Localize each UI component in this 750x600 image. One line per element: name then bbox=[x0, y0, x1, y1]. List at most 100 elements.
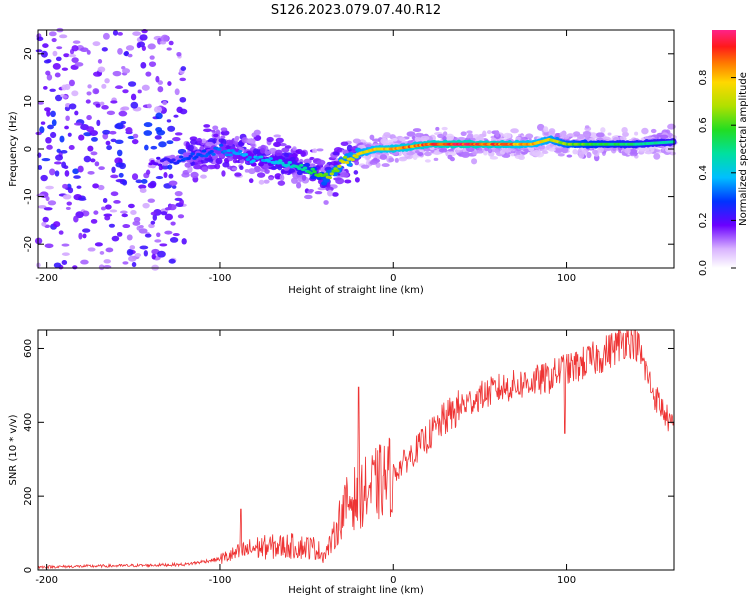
heatmap-x-tick-label: 100 bbox=[557, 273, 576, 284]
heatmap-cell bbox=[292, 146, 297, 151]
heatmap-cell bbox=[303, 158, 312, 165]
heatmap-cell bbox=[71, 57, 79, 64]
heatmap-cell bbox=[173, 114, 179, 118]
heatmap-cell bbox=[35, 49, 43, 53]
heatmap-ridge-peak bbox=[148, 162, 153, 166]
snr-frame bbox=[37, 329, 675, 571]
heatmap-ridge-peak bbox=[211, 152, 216, 156]
heatmap-cell bbox=[225, 139, 234, 145]
heatmap-cell bbox=[258, 179, 265, 185]
heatmap-cell bbox=[268, 176, 274, 181]
heatmap-cell bbox=[187, 144, 194, 152]
colorbar-tick-label: 0.6 bbox=[698, 117, 709, 133]
heatmap-cell bbox=[92, 183, 99, 189]
heatmap-cell bbox=[174, 88, 180, 96]
heatmap-cell bbox=[572, 149, 578, 155]
heatmap-cell bbox=[131, 262, 137, 268]
heatmap-cell bbox=[543, 126, 549, 133]
heatmap-cell bbox=[212, 125, 219, 130]
heatmap-cell bbox=[104, 204, 112, 210]
heatmap-cell bbox=[72, 265, 78, 270]
heatmap-cell bbox=[71, 90, 79, 97]
heatmap-cell bbox=[248, 168, 256, 175]
heatmap-cell bbox=[63, 165, 69, 170]
heatmap-cell bbox=[510, 128, 517, 133]
heatmap-cell bbox=[557, 153, 565, 157]
heatmap-cell bbox=[52, 63, 61, 70]
heatmap-cell bbox=[659, 134, 669, 139]
heatmap-cell bbox=[340, 141, 349, 146]
heatmap-cell bbox=[98, 264, 105, 271]
heatmap-cell bbox=[131, 138, 139, 145]
heatmap-cell bbox=[239, 158, 245, 164]
colorbar-tick-label: 0.0 bbox=[698, 260, 709, 276]
heatmap-cell bbox=[168, 258, 176, 264]
heatmap-cell bbox=[45, 185, 54, 190]
heatmap-ridge-peak bbox=[340, 160, 346, 164]
heatmap-cell bbox=[60, 149, 68, 154]
heatmap-cell bbox=[49, 168, 56, 176]
heatmap-cell bbox=[172, 136, 181, 142]
heatmap-cell bbox=[166, 47, 172, 51]
heatmap-cell bbox=[110, 191, 119, 197]
figure-title: S126.2023.079.07.40.R12 bbox=[271, 3, 441, 18]
heatmap-cell bbox=[95, 103, 101, 108]
heatmap-cell bbox=[86, 126, 95, 133]
heatmap-cell bbox=[200, 174, 207, 179]
heatmap-cell bbox=[68, 53, 77, 58]
heatmap-cell bbox=[438, 148, 448, 153]
heatmap-cell bbox=[126, 248, 134, 256]
heatmap-cell bbox=[123, 51, 129, 56]
heatmap-cell bbox=[156, 232, 161, 238]
heatmap-cell bbox=[37, 101, 44, 105]
heatmap-cell bbox=[61, 243, 70, 247]
heatmap-cell bbox=[259, 147, 266, 154]
colorbar-tick-label: 0.8 bbox=[698, 70, 709, 86]
heatmap-cell bbox=[116, 149, 123, 157]
heatmap-cell bbox=[86, 49, 91, 55]
heatmap-ridge-peak bbox=[217, 147, 222, 151]
heatmap-cell bbox=[87, 145, 94, 152]
heatmap-cell bbox=[273, 141, 282, 148]
heatmap-cell bbox=[181, 238, 187, 245]
heatmap-ridge-peak bbox=[278, 159, 283, 163]
heatmap-ridge-peak bbox=[247, 155, 252, 159]
heatmap-y-tick-label: 10 bbox=[23, 95, 34, 108]
heatmap-cell bbox=[155, 75, 160, 83]
heatmap-cell bbox=[73, 175, 81, 179]
heatmap-cell bbox=[91, 136, 98, 142]
heatmap-cell bbox=[159, 40, 167, 45]
heatmap-cell bbox=[159, 243, 168, 247]
heatmap-cell bbox=[388, 157, 395, 163]
heatmap-cell bbox=[146, 103, 152, 109]
heatmap-cell bbox=[203, 128, 212, 133]
heatmap-cell bbox=[82, 210, 90, 217]
heatmap-cell bbox=[220, 135, 226, 139]
snr-y-ticks: 0 200 400 600 bbox=[23, 339, 674, 573]
heatmap-cell bbox=[155, 112, 163, 120]
heatmap-cell bbox=[111, 166, 116, 174]
heatmap-cell bbox=[335, 177, 345, 185]
heatmap-cell bbox=[67, 132, 72, 137]
heatmap-cell bbox=[246, 138, 255, 144]
heatmap-ridge-peak bbox=[222, 149, 228, 153]
heatmap-cell bbox=[110, 174, 119, 179]
colorbar-tick-label: 0.4 bbox=[698, 165, 709, 181]
heatmap-cell bbox=[97, 184, 105, 191]
heatmap-cell bbox=[145, 71, 152, 77]
heatmap-cell bbox=[134, 253, 142, 258]
heatmap-cell bbox=[471, 158, 478, 165]
heatmap-cell bbox=[155, 126, 163, 133]
heatmap-cell bbox=[312, 148, 318, 154]
heatmap-ridge bbox=[147, 135, 677, 186]
heatmap-cell bbox=[634, 131, 639, 136]
heatmap-ridge-peak bbox=[335, 169, 340, 173]
heatmap-cell bbox=[466, 130, 473, 134]
heatmap-cell bbox=[184, 162, 192, 168]
heatmap-cell bbox=[203, 124, 211, 128]
heatmap-cell bbox=[218, 138, 225, 143]
heatmap-cell bbox=[67, 187, 74, 194]
heatmap-cell bbox=[215, 157, 223, 165]
heatmap-cell bbox=[87, 170, 95, 175]
heatmap-cell bbox=[476, 150, 484, 154]
